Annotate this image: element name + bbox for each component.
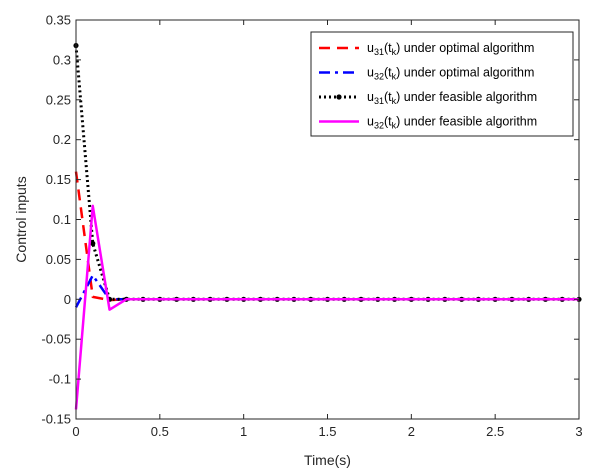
- series-layer: [73, 42, 582, 410]
- x-tick-label: 0: [72, 424, 79, 439]
- legend-subscript: 31: [374, 96, 384, 106]
- ticks-layer: 0 0.5 1 1.5 2 2.5 3 -0.15 -0.1 -0.05 0 0.05 0.1 0.15 0…: [41, 13, 582, 440]
- x-axis-label: Time(s): [304, 452, 351, 468]
- y-tick-label: -0.05: [41, 332, 71, 347]
- y-tick-label: 0: [64, 292, 71, 307]
- y-tick-label: -0.1: [49, 372, 71, 387]
- x-tick-label: 3: [575, 424, 582, 439]
- legend-entry: u31(tk) under optimal algorithm: [367, 41, 534, 57]
- y-tick-label: 0.1: [53, 212, 71, 227]
- legend-subscript: k: [392, 96, 397, 106]
- legend-subscript: k: [392, 121, 397, 131]
- series-4: [74, 204, 579, 410]
- legend-text-part: ) under feasible algorithm: [396, 115, 537, 129]
- legend-text-part: ) under feasible algorithm: [396, 90, 537, 104]
- legend-text-part: u: [367, 41, 374, 55]
- legend-text-part: (t: [384, 66, 392, 80]
- legend-text-part: (t: [384, 41, 392, 55]
- legend-text-part: u: [367, 90, 374, 104]
- legend-entry: u32(tk) under feasible algorithm: [367, 115, 537, 131]
- y-tick-label: 0.3: [53, 52, 71, 67]
- series-point: [90, 240, 96, 247]
- legend-box: [310, 31, 574, 137]
- legend-entry: u32(tk) under optimal algorithm: [367, 66, 534, 82]
- x-tick-label: 2: [408, 424, 415, 439]
- legend-text-part: u: [367, 66, 374, 80]
- x-tick-label: 0.5: [151, 424, 169, 439]
- legend-subscript: k: [392, 72, 397, 82]
- y-tick-label: -0.15: [41, 412, 71, 427]
- legend-swatch-marker: [336, 94, 342, 100]
- y-tick-label: 0.05: [46, 252, 71, 267]
- y-tick-label: 0.2: [53, 132, 71, 147]
- legend-subscript: k: [392, 47, 397, 57]
- x-tick-label: 1.5: [318, 424, 336, 439]
- y-axis-label: Control inputs: [13, 176, 29, 262]
- legend-text-part: u: [367, 115, 374, 129]
- legend-text-part: ) under optimal algorithm: [396, 66, 534, 80]
- legend-subscript: 31: [374, 47, 384, 57]
- legend-text-part: (t: [384, 90, 392, 104]
- legend-text-part: (t: [384, 115, 392, 129]
- y-tick-label: 0.15: [46, 172, 71, 187]
- x-tick-label: 2.5: [486, 424, 504, 439]
- legend-subscript: 32: [374, 72, 384, 82]
- y-tick-label: 0.35: [46, 13, 71, 28]
- series-line: [74, 204, 579, 410]
- legend-subscript: 32: [374, 121, 384, 131]
- y-tick-label: 0.25: [46, 92, 71, 107]
- x-tick-label: 1: [240, 424, 247, 439]
- legend-entry: u31(tk) under feasible algorithm: [367, 90, 537, 106]
- legend-text-part: ) under optimal algorithm: [396, 41, 534, 55]
